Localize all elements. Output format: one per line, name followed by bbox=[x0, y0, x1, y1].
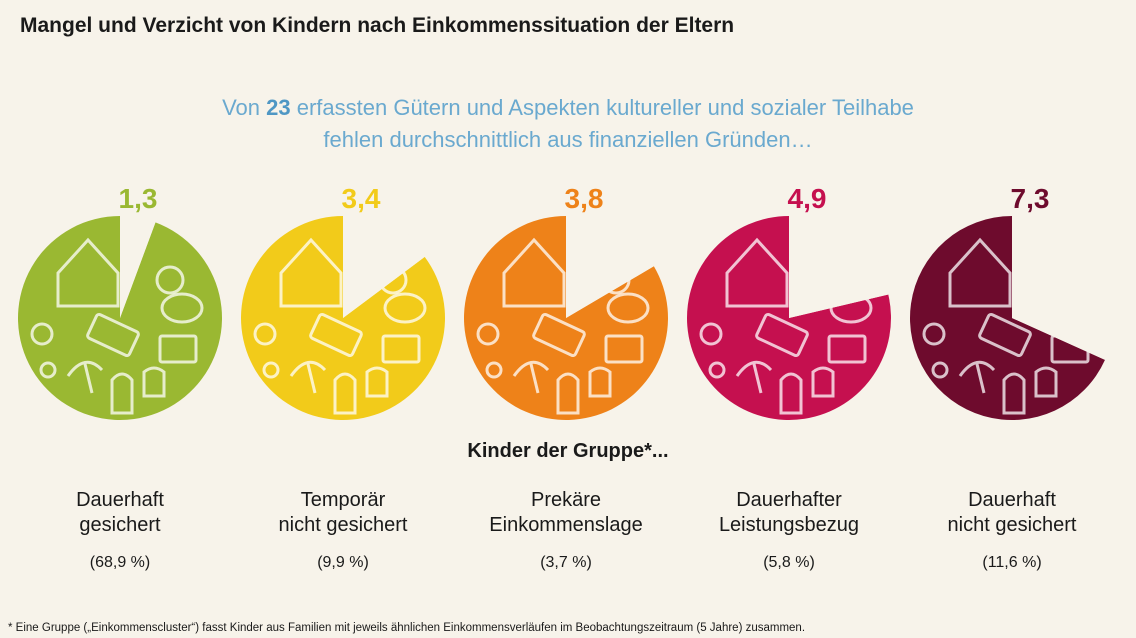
euro-coin-icon bbox=[155, 265, 185, 295]
apple-icon bbox=[922, 322, 946, 346]
category-line2: Einkommenslage bbox=[489, 514, 643, 536]
pie-slice bbox=[909, 216, 1105, 420]
cinema-ticket-icon bbox=[978, 312, 1032, 358]
pie-group: 4,9 bbox=[687, 183, 893, 420]
category-label: Dauerhafter Leistungsbezug (5,8 %) bbox=[689, 488, 889, 575]
monitor-icon bbox=[381, 334, 421, 364]
cinema-ticket-icon bbox=[309, 312, 363, 358]
beach-umbrella-icon bbox=[289, 360, 327, 394]
category-line1: Dauerhaft bbox=[968, 489, 1056, 511]
house-icon bbox=[948, 237, 1012, 308]
group-label: Kinder der Gruppe*... bbox=[467, 440, 669, 462]
jacket-icon bbox=[333, 372, 357, 415]
mittens-icon bbox=[811, 366, 835, 398]
beach-umbrella-icon bbox=[512, 360, 550, 394]
category-line2: Leistungsbezug bbox=[718, 514, 860, 536]
jacket-icon bbox=[1002, 372, 1026, 415]
pie-charts: 1,3 3,4 3,8 4,9 7,3 bbox=[17, 183, 1118, 420]
mittens-icon bbox=[142, 366, 166, 398]
sun-icon bbox=[708, 361, 726, 379]
category-share: (3,7 %) bbox=[540, 554, 592, 571]
category-label: Dauerhaft gesichert (68,9 %) bbox=[20, 488, 220, 575]
house-icon bbox=[279, 237, 343, 308]
sun-icon bbox=[931, 361, 949, 379]
chart-title: Mangel und Verzicht von Kindern nach Ein… bbox=[20, 14, 735, 37]
apple-icon bbox=[476, 322, 500, 346]
chart-subtitle: Von 23 erfassten Gütern und Aspekten kul… bbox=[0, 92, 1136, 156]
subtitle-line2: fehlen durchschnittlich aus finanziellen… bbox=[323, 127, 813, 152]
value-label: 1,3 bbox=[119, 183, 158, 214]
cinema-ticket-icon bbox=[86, 312, 140, 358]
cinema-ticket-icon bbox=[755, 312, 809, 358]
mittens-icon bbox=[1034, 366, 1058, 398]
apple-icon bbox=[253, 322, 277, 346]
pie-group: 3,8 bbox=[464, 183, 668, 420]
missing-wedge bbox=[566, 212, 658, 318]
monitor-icon bbox=[158, 334, 198, 364]
apple-icon bbox=[699, 322, 723, 346]
footnote: * Eine Gruppe („Einkommenscluster“) fass… bbox=[8, 622, 806, 634]
missing-wedge bbox=[1012, 212, 1118, 362]
missing-wedge bbox=[789, 212, 893, 318]
beach-umbrella-icon bbox=[66, 360, 104, 394]
sun-icon bbox=[262, 361, 280, 379]
value-label: 7,3 bbox=[1011, 183, 1050, 214]
jacket-icon bbox=[556, 372, 580, 415]
category-line2: nicht gesichert bbox=[947, 514, 1077, 536]
piggy-bank-icon bbox=[383, 292, 427, 324]
mittens-icon bbox=[588, 366, 612, 398]
category-share: (5,8 %) bbox=[763, 554, 815, 571]
category-line2: nicht gesichert bbox=[278, 514, 408, 536]
value-label: 4,9 bbox=[788, 183, 827, 214]
category-label: Prekäre Einkommenslage (3,7 %) bbox=[466, 488, 666, 575]
subtitle-total: 23 bbox=[266, 95, 291, 120]
category-line1: Dauerhaft bbox=[76, 489, 164, 511]
monitor-icon bbox=[604, 334, 644, 364]
pie-slice bbox=[17, 216, 222, 420]
subtitle-middle: erfassten Gütern und Aspekten kulturelle… bbox=[290, 95, 914, 120]
mittens-icon bbox=[365, 366, 389, 398]
category-line1: Prekäre bbox=[530, 489, 602, 511]
beach-umbrella-icon bbox=[735, 360, 773, 394]
value-label: 3,8 bbox=[565, 183, 604, 214]
apple-icon bbox=[30, 322, 54, 346]
pie-group: 7,3 bbox=[909, 183, 1118, 420]
category-share: (9,9 %) bbox=[317, 554, 369, 571]
category-share: (68,9 %) bbox=[89, 554, 151, 571]
category-line1: Dauerhafter bbox=[736, 489, 842, 511]
jacket-icon bbox=[779, 372, 803, 415]
pie-slice bbox=[687, 216, 892, 420]
category-label: Dauerhaft nicht gesichert (11,6 %) bbox=[912, 488, 1112, 575]
pie-group: 1,3 bbox=[17, 183, 222, 420]
category-share: (11,6 %) bbox=[982, 554, 1042, 571]
house-icon bbox=[502, 237, 566, 308]
cinema-ticket-icon bbox=[532, 312, 586, 358]
piggy-bank-icon bbox=[160, 292, 204, 324]
value-label: 3,4 bbox=[342, 183, 381, 214]
piggy-bank-icon bbox=[606, 292, 650, 324]
beach-umbrella-icon bbox=[958, 360, 996, 394]
category-line1: Temporär bbox=[300, 489, 386, 511]
missing-wedge bbox=[120, 212, 157, 318]
house-icon bbox=[725, 237, 789, 308]
house-icon bbox=[56, 237, 120, 308]
monitor-icon bbox=[827, 334, 867, 364]
category-label: Temporär nicht gesichert (9,9 %) bbox=[243, 488, 443, 575]
pie-group: 3,4 bbox=[241, 183, 445, 420]
sun-icon bbox=[39, 361, 57, 379]
jacket-icon bbox=[110, 372, 134, 415]
category-line2: gesichert bbox=[79, 514, 161, 536]
subtitle-prefix: Von bbox=[222, 95, 267, 120]
sun-icon bbox=[485, 361, 503, 379]
missing-wedge bbox=[343, 212, 428, 318]
